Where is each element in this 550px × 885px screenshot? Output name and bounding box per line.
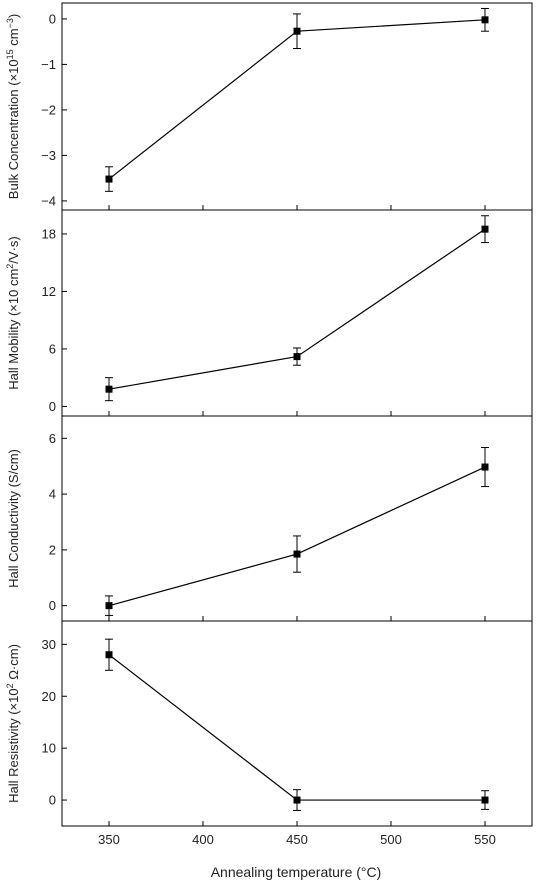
chart-panel-3: 0 2 4 6 Hall Conductivity (S/cm)	[6, 415, 533, 622]
data-point	[105, 175, 113, 183]
y-axis-title-part: 2	[5, 264, 15, 269]
data-point	[105, 385, 113, 393]
y-tick-label: 0	[49, 598, 56, 613]
y-axis-title-part: )	[6, 14, 21, 18]
y-tick-label: −2	[41, 102, 56, 117]
series-line	[108, 654, 485, 801]
y-tick-label: 12	[42, 284, 56, 299]
y-tick-label: 6	[49, 431, 56, 446]
x-tick-label: 450	[286, 832, 308, 847]
y-tick-label: −1	[41, 57, 56, 72]
y-axis-title-part: 2	[5, 683, 15, 688]
y-tick-label: 0	[49, 793, 56, 808]
y-axis-title-part: Hall Conductivity (S/cm)	[6, 449, 21, 588]
data-point	[481, 16, 489, 24]
x-tick-label: 500	[380, 832, 402, 847]
y-tick-label: −4	[41, 193, 56, 208]
x-tick-label: 400	[192, 832, 214, 847]
y-tick-label: 0	[49, 399, 56, 414]
y-axis-title-part: /V·s)	[6, 236, 21, 263]
y-tick-label: 2	[49, 542, 56, 557]
chart-panel-1: 0 −1 −2 −3 −4 Bulk Concentration (×1015​ cm−3…	[5, 2, 533, 211]
y-axis-title: Bulk Concentration (×1015​ cm−3​)	[5, 14, 21, 199]
y-tick-label: −3	[41, 148, 56, 163]
data-point	[481, 796, 489, 804]
chart-panel-4: 0 10 20 30 Hall Resistivity (×102​ Ω·cm)	[5, 620, 533, 827]
y-tick-label: 20	[42, 689, 56, 704]
y-axis-title-part: 15	[5, 49, 15, 59]
y-axis-title: Hall Resistivity (×102​ Ω·cm)	[5, 644, 21, 803]
y-tick-label: 18	[42, 226, 56, 241]
y-tick-label: 30	[42, 637, 56, 652]
data-point	[293, 796, 301, 804]
y-axis-title: Hall Conductivity (S/cm)	[6, 449, 21, 588]
y-axis-title-part: Hall Mobility (×10 cm	[6, 269, 21, 390]
y-axis-title: Hall Mobility (×10 cm2​/V·s)	[5, 236, 21, 389]
data-point	[293, 550, 301, 558]
data-point	[105, 651, 113, 659]
data-point	[293, 353, 301, 361]
y-axis-title-part: Ω·cm)	[6, 644, 21, 683]
y-axis-title-part: cm	[6, 28, 21, 49]
y-axis-title-part: −3	[5, 18, 15, 28]
y-tick-label: 6	[49, 341, 56, 356]
data-point	[105, 602, 113, 610]
data-point	[293, 27, 301, 35]
x-tick-label: 350	[98, 832, 120, 847]
data-point	[481, 225, 489, 233]
x-axis-title: Annealing temperature (°C)	[211, 864, 382, 880]
data-point	[481, 463, 489, 471]
y-tick-label: 4	[49, 487, 56, 502]
x-tick-label: 550	[474, 832, 496, 847]
plot-frame	[61, 415, 533, 622]
y-axis-title-part: Bulk Concentration (×10	[6, 59, 21, 199]
y-axis-title-part: Hall Resistivity (×10	[6, 688, 21, 803]
y-tick-label: 0	[49, 11, 56, 26]
y-tick-label: 10	[42, 741, 56, 756]
chart-panel-2: 0 6 12 18 Hall Mobility (×10 cm2​/V·s)	[5, 209, 533, 417]
